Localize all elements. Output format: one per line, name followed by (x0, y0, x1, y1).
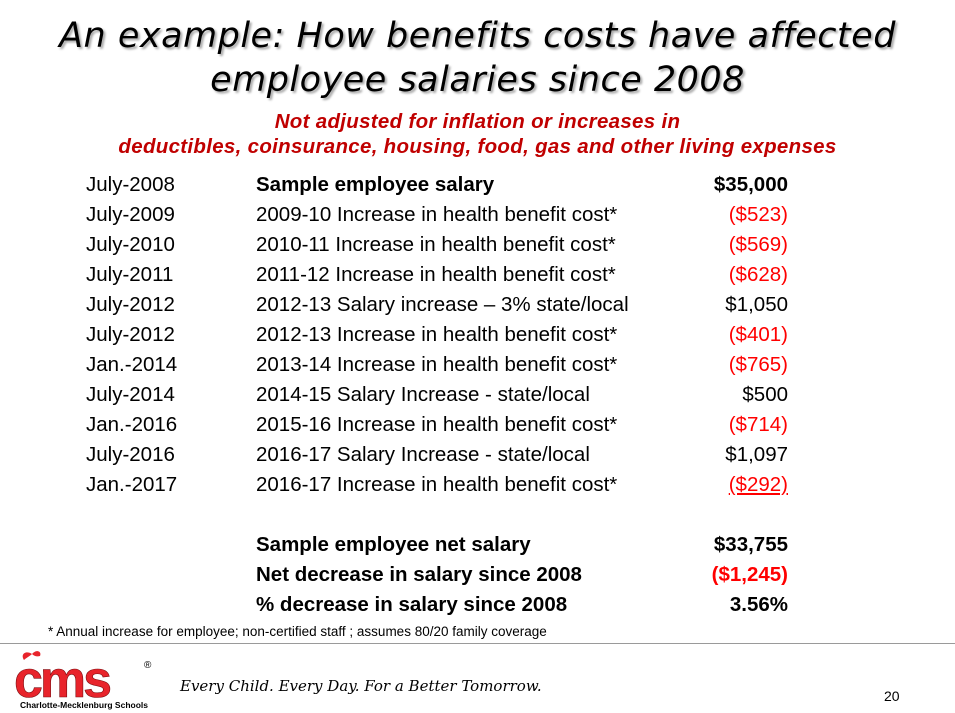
row-description: 2016-17 Salary Increase - state/local (256, 443, 590, 466)
table-row: July-2009 2009-10 Increase in health ben… (0, 200, 955, 230)
summary-description: Sample employee net salary (256, 533, 531, 556)
row-amount: $500 (742, 383, 788, 406)
row-amount: ($292) (728, 473, 788, 496)
row-date: July-2011 (86, 263, 174, 286)
summary-amount: ($1,245) (711, 563, 788, 586)
row-date: July-2008 (86, 173, 175, 196)
table-row: Jan.-2016 2015-16 Increase in health ben… (0, 410, 955, 440)
row-amount: ($628) (728, 263, 788, 286)
summary-row: Net decrease in salary since 2008 ($1,24… (0, 560, 955, 590)
cms-logo: cms ® (10, 650, 160, 712)
summary-row: Sample employee net salary $33,755 (0, 530, 955, 560)
row-amount: $1,097 (725, 443, 788, 466)
row-description: 2011-12 Increase in health benefit cost* (256, 263, 616, 286)
slide-title: An example: How benefits costs have affe… (0, 14, 955, 102)
title-line-2: employee salaries since 2008 (210, 60, 745, 100)
slide-subtitle: Not adjusted for inflation or increases … (0, 109, 955, 159)
page-number: 20 (884, 688, 900, 704)
tagline: Every Child. Every Day. For a Better Tom… (180, 677, 542, 695)
row-date: July-2012 (86, 293, 175, 316)
summary-description: % decrease in salary since 2008 (256, 593, 568, 616)
row-date: Jan.-2014 (86, 353, 178, 376)
summary-description: Net decrease in salary since 2008 (256, 563, 582, 586)
row-description: 2009-10 Increase in health benefit cost* (256, 203, 618, 226)
row-amount: ($569) (728, 233, 788, 256)
logo-subtext: Charlotte-Mecklenburg Schools (20, 700, 148, 710)
summary-amount: 3.56% (729, 593, 788, 616)
logo-wordmark: cms (14, 651, 110, 700)
row-description: 2015-16 Increase in health benefit cost* (256, 413, 618, 436)
table-row: July-2016 2016-17 Salary Increase - stat… (0, 440, 955, 470)
table-row: July-2008 Sample employee salary $35,000 (0, 170, 955, 200)
row-amount: ($401) (728, 323, 788, 346)
table-row: Jan.-2014 2013-14 Increase in health ben… (0, 350, 955, 380)
title-line-1: An example: How benefits costs have affe… (59, 16, 896, 56)
summary-amount: $33,755 (713, 533, 788, 556)
subtitle-line-2: deductibles, coinsurance, housing, food,… (118, 135, 837, 158)
table-row: July-2012 2012-13 Salary increase – 3% s… (0, 290, 955, 320)
row-date: July-2009 (86, 203, 175, 226)
apple-leaf-icon (32, 651, 41, 657)
row-amount: ($765) (728, 353, 788, 376)
table-row: July-2012 2012-13 Increase in health ben… (0, 320, 955, 350)
row-date: July-2016 (86, 443, 175, 466)
summary-row: % decrease in salary since 2008 3.56% (0, 590, 955, 620)
table-row: Jan.-2017 2016-17 Increase in health ben… (0, 470, 955, 500)
row-date: Jan.-2017 (86, 473, 178, 496)
table-row: July-2011 2011-12 Increase in health ben… (0, 260, 955, 290)
row-description: Sample employee salary (256, 173, 495, 196)
row-amount: $1,050 (725, 293, 788, 316)
row-description: 2016-17 Increase in health benefit cost* (256, 473, 618, 496)
row-amount: ($714) (728, 413, 788, 436)
row-amount: $35,000 (713, 173, 788, 196)
table-row: July-2014 2014-15 Salary Increase - stat… (0, 380, 955, 410)
subtitle-line-1: Not adjusted for inflation or increases … (274, 110, 681, 133)
row-description: 2010-11 Increase in health benefit cost* (256, 233, 616, 256)
row-date: Jan.-2016 (86, 413, 178, 436)
row-amount: ($523) (728, 203, 788, 226)
row-description: 2013-14 Increase in health benefit cost* (256, 353, 618, 376)
registered-mark: ® (144, 660, 152, 671)
footnote: * Annual increase for employee; non-cert… (48, 624, 547, 639)
row-date: July-2010 (86, 233, 175, 256)
footer-divider (0, 643, 955, 644)
apple-leaf-icon (22, 652, 32, 660)
row-description: 2014-15 Salary Increase - state/local (256, 383, 590, 406)
row-description: 2012-13 Increase in health benefit cost* (256, 323, 618, 346)
table-row: July-2010 2010-11 Increase in health ben… (0, 230, 955, 260)
row-date: July-2014 (86, 383, 175, 406)
row-description: 2012-13 Salary increase – 3% state/local (256, 293, 629, 316)
row-date: July-2012 (86, 323, 175, 346)
cms-logo-graphic: cms ® (14, 651, 152, 710)
